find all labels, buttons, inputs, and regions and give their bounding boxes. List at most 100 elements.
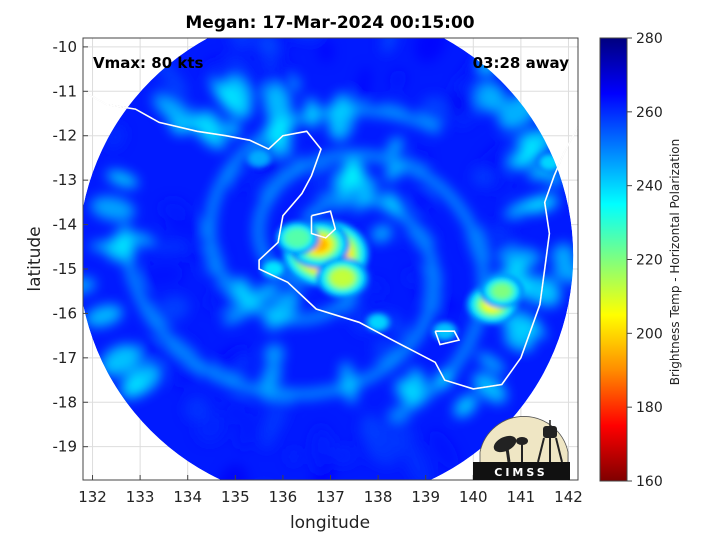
colorbar-tick-label: 260	[636, 105, 663, 121]
y-tick-label: -11	[53, 82, 78, 100]
texture-blob	[551, 243, 574, 269]
x-tick-label: 139	[411, 488, 440, 506]
texture-blob	[545, 171, 565, 187]
y-tick-label: -18	[53, 393, 78, 411]
y-tick-label: -12	[53, 127, 78, 145]
texture-blob	[253, 281, 280, 303]
texture-blob	[498, 247, 542, 268]
texture-blob	[287, 448, 300, 465]
texture-blob	[140, 241, 190, 253]
x-tick-label: 138	[364, 488, 393, 506]
vmax-annotation: Vmax: 80 kts	[93, 54, 203, 72]
x-axis-ticks: 132 133 134 135 136 137 138 139 140 141 142	[78, 475, 583, 506]
texture-blob	[480, 138, 525, 172]
texture-blob	[402, 439, 431, 480]
texture-blob	[83, 277, 97, 294]
chart-title: Megan: 17-Mar-2024 00:15:00	[185, 13, 474, 33]
x-tick-label: 142	[554, 488, 583, 506]
texture-blob	[331, 446, 357, 466]
texture-blob	[229, 38, 258, 49]
coastline	[434, 330, 461, 346]
texture-blob	[141, 263, 184, 288]
texture-blob	[356, 66, 371, 107]
texture-blob	[154, 295, 190, 323]
colorbar-tick-label: 220	[636, 253, 663, 269]
logo-text: CIMSS	[494, 466, 547, 479]
y-tick-label: -13	[53, 171, 78, 189]
coastline	[83, 90, 578, 390]
texture-blob	[328, 92, 355, 142]
cimss-logo: CIMSS	[473, 416, 570, 481]
x-tick-label: 137	[316, 488, 345, 506]
convective-cell	[333, 271, 352, 285]
y-tick-label: -14	[53, 216, 78, 234]
texture-blob	[160, 199, 191, 222]
convective-cell	[250, 151, 268, 165]
texture-blob	[216, 74, 253, 120]
texture-blob	[382, 38, 398, 52]
colorbar-gradient	[599, 37, 628, 482]
water-tower-icon	[537, 420, 563, 463]
texture-blob	[196, 109, 224, 138]
texture-blob	[90, 196, 136, 222]
colorbar-label: Brightness Temp - Horizontal Polarizatio…	[668, 139, 682, 386]
texture-blob	[508, 320, 548, 338]
coastlines	[83, 90, 578, 390]
texture-blob	[184, 396, 210, 422]
texture-blob	[414, 38, 447, 63]
colorbar-ticks: 160 180 200 220 240 260 280	[627, 31, 663, 490]
y-tick-label: -17	[53, 349, 78, 367]
y-axis-ticks: -10 -11 -12 -13 -14 -15 -16 -17 -18 -19	[53, 38, 88, 456]
texture-blob	[495, 211, 521, 227]
colorbar-tick-label: 200	[636, 326, 663, 342]
texture-blob	[318, 40, 334, 63]
texture-blob	[312, 166, 339, 198]
texture-blob	[478, 224, 514, 252]
texture-blob	[222, 399, 250, 426]
texture-blob	[429, 430, 459, 470]
texture-blob	[453, 394, 478, 418]
texture-blob	[443, 90, 469, 117]
texture-blob	[106, 170, 139, 188]
texture-blob	[487, 176, 510, 194]
texture-blob	[84, 304, 123, 328]
texture-blob	[408, 367, 428, 390]
convective-cell	[288, 231, 306, 245]
texture-blob	[506, 197, 551, 216]
microwave-swath	[83, 38, 578, 480]
time-away-annotation: 03:28 away	[473, 54, 570, 72]
x-tick-label: 132	[78, 488, 107, 506]
texture-blob	[310, 467, 331, 480]
rain-band	[119, 193, 440, 400]
texture-blob	[367, 279, 386, 296]
x-tick-label: 133	[126, 488, 155, 506]
texture-blob	[260, 409, 281, 450]
texture-blob	[389, 69, 407, 90]
texture-blob	[274, 50, 293, 98]
texture-blob	[358, 432, 371, 464]
y-tick-label: -10	[53, 38, 78, 56]
texture-blob	[263, 343, 285, 365]
coastline	[310, 210, 337, 239]
colorbar-tick-label: 160	[636, 474, 663, 490]
convective-cell	[369, 315, 387, 330]
swath-texture	[83, 38, 574, 480]
texture-blob	[477, 352, 506, 373]
y-tick-label: -19	[53, 438, 78, 456]
x-tick-label: 136	[269, 488, 298, 506]
convective-cell	[493, 284, 511, 299]
texture-blob	[371, 224, 393, 243]
colorbar-tick-label: 180	[636, 400, 663, 416]
texture-blob	[195, 411, 227, 444]
texture-blob	[218, 464, 248, 480]
texture-blob	[411, 191, 433, 212]
texture-blob	[458, 56, 484, 87]
y-tick-label: -16	[53, 304, 78, 322]
x-tick-label: 140	[459, 488, 488, 506]
texture-blob	[309, 424, 331, 475]
satellite-dish-icon	[493, 435, 528, 463]
texture-blob	[100, 344, 141, 377]
texture-blob	[125, 363, 162, 395]
x-tick-label: 134	[173, 488, 202, 506]
